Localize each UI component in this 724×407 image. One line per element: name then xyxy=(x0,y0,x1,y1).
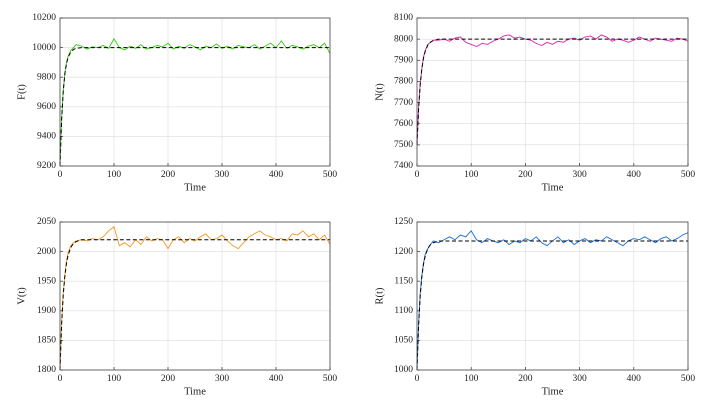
y-tick-label: 1900 xyxy=(37,306,56,316)
x-tick-label: 200 xyxy=(518,170,533,180)
y-axis-label: V(t) xyxy=(16,287,27,305)
series-line xyxy=(416,34,689,145)
subplot: 9200 9400 9600 9800 10000 10200 0 100 200 300 400 5… xyxy=(16,13,337,193)
x-tick-label: 200 xyxy=(518,374,533,384)
subplot: 1800 1850 1900 1950 2000 2050 0 100 200 300 400 500… xyxy=(16,217,337,397)
x-tick-label: 400 xyxy=(269,374,284,384)
y-tick-label: 1100 xyxy=(394,306,413,316)
x-tick-label: 500 xyxy=(323,170,338,180)
plot-frame xyxy=(416,221,689,371)
y-tick-label: 9800 xyxy=(37,72,56,82)
y-tick-label: 2000 xyxy=(37,247,56,257)
y-axis-label: F(t) xyxy=(16,84,27,100)
x-tick-label: 0 xyxy=(415,374,420,384)
y-tick-label: 1200 xyxy=(394,247,413,257)
x-tick-label: 300 xyxy=(215,170,230,180)
x-tick-label: 100 xyxy=(464,374,479,384)
y-tick-label: 1050 xyxy=(394,336,413,346)
x-tick-label: 0 xyxy=(415,170,420,180)
x-tick-label: 500 xyxy=(323,374,338,384)
x-tick-label: 400 xyxy=(269,170,284,180)
x-tick-label: 0 xyxy=(58,170,63,180)
plot-frame xyxy=(416,17,689,167)
x-axis-label: Time xyxy=(542,386,564,397)
x-tick-label: 500 xyxy=(681,374,696,384)
y-tick-label: 1850 xyxy=(37,336,56,346)
y-tick-label: 1950 xyxy=(37,276,56,286)
y-tick-label: 7700 xyxy=(394,98,413,108)
plot-frame xyxy=(59,17,331,167)
x-tick-label: 300 xyxy=(572,374,587,384)
x-axis-label: Time xyxy=(184,182,206,193)
subplot: 1000 1050 1100 1150 1200 1250 0 100 200 300 400 500… xyxy=(374,217,695,397)
series-line xyxy=(59,37,331,167)
x-tick-label: 400 xyxy=(627,170,642,180)
y-tick-label: 7800 xyxy=(394,77,413,87)
y-tick-label: 1000 xyxy=(394,365,413,375)
x-tick-label: 300 xyxy=(572,170,587,180)
trend-line xyxy=(59,47,330,167)
y-axis-label: R(t) xyxy=(374,287,385,304)
trend-line xyxy=(416,38,688,145)
series-line xyxy=(59,225,331,371)
x-tick-label: 300 xyxy=(215,374,230,384)
series-line xyxy=(416,230,689,371)
y-tick-label: 9600 xyxy=(37,102,56,112)
subplot: 7400 7500 7600 7700 7800 7900 8000 8100 0 100 200 3… xyxy=(374,13,695,193)
trend-line xyxy=(59,239,330,371)
y-tick-label: 10200 xyxy=(32,13,56,23)
y-tick-label: 1250 xyxy=(394,217,413,227)
y-tick-label: 7600 xyxy=(394,119,413,129)
x-tick-label: 100 xyxy=(107,374,122,384)
x-tick-label: 100 xyxy=(464,170,479,180)
y-axis-label: N(t) xyxy=(374,83,385,101)
y-tick-label: 7900 xyxy=(394,55,413,65)
x-axis-label: Time xyxy=(184,386,206,397)
trend-line xyxy=(416,240,688,371)
y-tick-label: 1150 xyxy=(394,276,413,286)
y-tick-label: 7400 xyxy=(394,161,413,171)
y-tick-label: 9200 xyxy=(37,161,56,171)
y-tick-label: 2050 xyxy=(37,217,56,227)
y-tick-label: 1800 xyxy=(37,365,56,375)
x-tick-label: 400 xyxy=(627,374,642,384)
y-tick-label: 8000 xyxy=(394,34,413,44)
x-tick-label: 200 xyxy=(161,374,176,384)
y-tick-label: 9400 xyxy=(37,132,56,142)
plot-frame xyxy=(59,221,331,371)
x-tick-label: 200 xyxy=(161,170,176,180)
x-tick-label: 500 xyxy=(681,170,696,180)
y-tick-label: 8100 xyxy=(394,13,413,23)
y-tick-label: 10000 xyxy=(32,43,56,53)
x-tick-label: 0 xyxy=(58,374,63,384)
x-axis-label: Time xyxy=(542,182,564,193)
y-tick-label: 7500 xyxy=(394,140,413,150)
x-tick-label: 100 xyxy=(107,170,122,180)
